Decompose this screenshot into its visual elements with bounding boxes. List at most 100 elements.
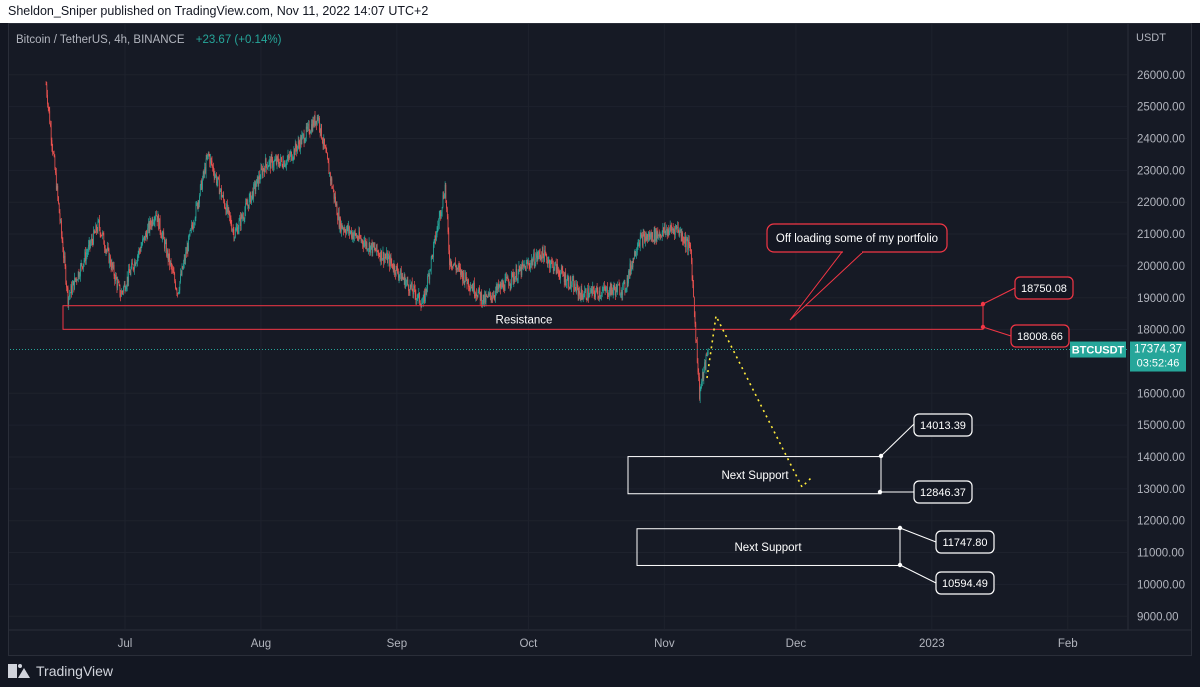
candle-body: [629, 263, 631, 275]
candle-body: [303, 134, 305, 143]
candle-body: [352, 233, 354, 239]
candle-body: [164, 242, 166, 249]
candle-body: [298, 141, 300, 145]
candle-body: [514, 276, 516, 282]
price-chart[interactable]: Resistance Next Support Next Support Off…: [0, 0, 1200, 656]
candle-body: [521, 263, 523, 276]
candle-body: [49, 110, 51, 124]
candle-body: [63, 255, 65, 259]
candle-body: [704, 362, 706, 369]
candle-body: [261, 168, 263, 170]
next-support-zone-2[interactable]: [636, 528, 901, 566]
candle-body: [486, 295, 488, 297]
candle-body: [80, 264, 81, 277]
time-tick-label: Jul: [118, 638, 133, 650]
time-axis[interactable]: Jul Aug Sep Oct Nov Dec 2023 Feb: [8, 629, 1192, 650]
candle-body: [416, 298, 418, 300]
candle-body: [376, 244, 377, 252]
candle-body: [74, 277, 75, 290]
candle-body: [177, 293, 178, 294]
candle-body: [289, 153, 291, 159]
candle-body: [495, 286, 497, 292]
candle-body: [369, 242, 371, 253]
price-axis[interactable]: USDT 26000.00 25000.00 24000.00 23000.00 220…: [1127, 23, 1185, 630]
resistance-lower-price-box[interactable]: 18008.66: [980, 324, 1070, 348]
candle-body: [299, 144, 301, 150]
candle-body: [666, 229, 668, 236]
candle-body: [383, 252, 385, 263]
candle-body: [455, 266, 457, 271]
candle-body: [174, 274, 176, 282]
candle-body: [464, 280, 466, 284]
candle-body: [50, 126, 52, 141]
bar-countdown: 03:52:46: [1137, 358, 1180, 370]
support1-upper-price-box[interactable]: 14013.39: [878, 413, 973, 459]
candle-body: [114, 275, 116, 281]
candle-body: [447, 216, 449, 233]
support2-lower-price-box[interactable]: 10594.49: [897, 562, 995, 595]
candle-body: [110, 256, 111, 265]
last-price-tag[interactable]: BTCUSDT 17374.37 03:52:46: [1070, 341, 1186, 372]
candle-body: [193, 224, 195, 229]
candle-body: [150, 224, 152, 227]
candle-body: [102, 232, 104, 234]
candle-body: [105, 249, 107, 252]
candle-body: [178, 290, 180, 293]
candle-body: [226, 203, 228, 213]
candle-body: [264, 169, 265, 173]
price-axis-currency: USDT: [1136, 32, 1166, 44]
candle-body: [112, 265, 114, 268]
candle-body: [437, 225, 439, 228]
candle-body: [129, 268, 130, 273]
candle-body: [679, 231, 681, 235]
candle-body: [701, 381, 702, 386]
candle-body: [111, 262, 113, 269]
candle-body: [101, 232, 103, 237]
next-support-zone-1[interactable]: [627, 456, 882, 495]
candle-body: [572, 279, 574, 281]
candle-body: [449, 259, 451, 265]
tradingview-logo[interactable]: TradingView: [8, 663, 113, 679]
candle-body: [77, 271, 79, 280]
candle-body: [332, 187, 333, 189]
symbol-title[interactable]: Bitcoin / TetherUS, 4h, BINANCE +23.67 (…: [16, 34, 282, 46]
resistance-zone[interactable]: [62, 305, 984, 330]
candle-body: [77, 279, 78, 281]
chart-frame[interactable]: [8, 23, 1192, 656]
support1-lower-price-box[interactable]: 12846.37: [877, 480, 973, 504]
candle-body: [433, 239, 435, 246]
support2-upper-price-box[interactable]: 11747.80: [897, 525, 995, 554]
support2-upper-price: 11747.80: [942, 537, 987, 549]
candle-body: [286, 160, 287, 166]
candle-body: [305, 126, 307, 138]
candle-body: [551, 260, 553, 262]
candle-body: [558, 270, 559, 272]
candle-body: [262, 169, 263, 176]
resistance-upper-price-box[interactable]: 18750.08: [980, 276, 1074, 307]
candle-body: [197, 203, 198, 209]
footer: TradingView: [0, 656, 1200, 687]
candle-body: [543, 254, 545, 262]
candle-body: [484, 294, 485, 303]
candle-body: [168, 253, 170, 261]
candle-body: [465, 272, 466, 281]
portfolio-callout[interactable]: Off loading some of my portfolio: [766, 223, 948, 321]
candle-body: [88, 240, 90, 246]
candle-body: [598, 291, 600, 298]
candle-body: [153, 222, 154, 225]
candle-body: [652, 232, 654, 241]
candle-body: [596, 287, 597, 293]
candle-body: [48, 106, 50, 111]
candle-body: [98, 220, 100, 221]
candle-body: [393, 264, 395, 271]
candle-body: [402, 276, 404, 279]
candle-body: [281, 160, 283, 166]
candle-body: [50, 123, 51, 127]
candle-body: [112, 262, 113, 268]
candle-body: [306, 126, 308, 129]
projection-path[interactable]: [706, 313, 813, 489]
candle-body: [556, 264, 558, 274]
candle-body: [616, 284, 618, 293]
candle-body: [170, 261, 172, 265]
candle-body: [120, 295, 121, 297]
